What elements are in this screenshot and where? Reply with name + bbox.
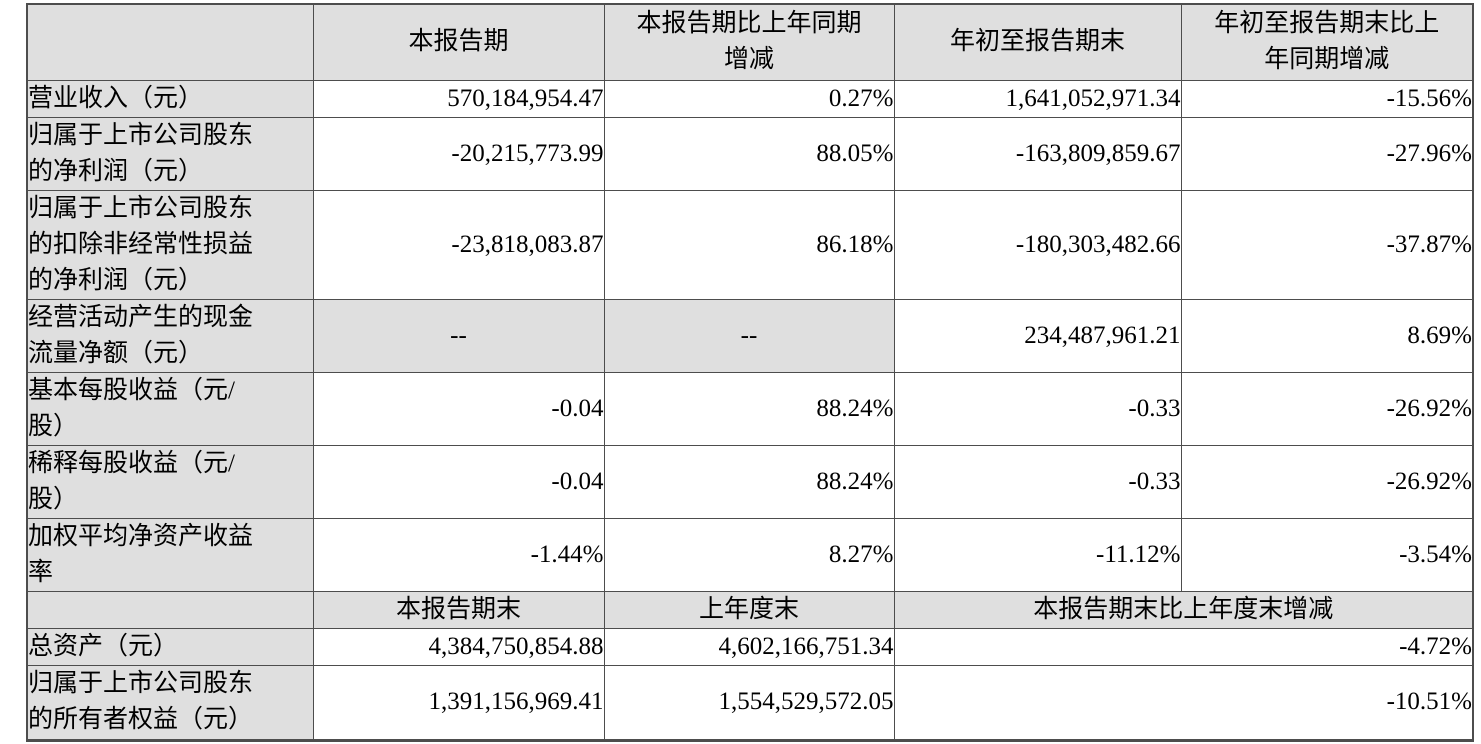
table-row-diluted-eps: 稀释每股收益（元/ 股） -0.04 88.24% -0.33 -26.92%: [26, 444, 1474, 519]
value-change: -4.72%: [893, 627, 1474, 666]
header-current-period-yoy: 本报告期比上年同期 增减: [603, 3, 895, 81]
value-ytd-yoy: -37.87%: [1180, 189, 1474, 300]
value-period-end: 1,391,156,969.41: [312, 664, 605, 741]
header-row-period: 本报告期 本报告期比上年同期 增减 年初至报告期末 年初至报告期末比上 年同期增…: [26, 3, 1474, 81]
value-ytd: -163,809,859.67: [893, 116, 1182, 191]
table-row-equity-attributable: 归属于上市公司股东 的所有者权益（元） 1,391,156,969.41 1,5…: [26, 664, 1474, 741]
value-current: -1.44%: [312, 517, 605, 592]
table-row-net-profit-excl-nonrecurring: 归属于上市公司股东 的扣除非经常性损益 的净利润（元） -23,818,083.…: [26, 189, 1474, 300]
row-label: 归属于上市公司股东 的所有者权益（元）: [26, 664, 314, 741]
value-current-yoy-na: --: [603, 298, 895, 373]
value-current: -0.04: [312, 371, 605, 446]
header-ytd-yoy: 年初至报告期末比上 年同期增减: [1180, 3, 1474, 81]
row-label: 归属于上市公司股东 的净利润（元）: [26, 116, 314, 191]
value-ytd: -0.33: [893, 444, 1182, 519]
value-ytd-yoy: -15.56%: [1180, 79, 1474, 118]
value-prev-year-end: 1,554,529,572.05: [603, 664, 895, 741]
financial-summary-table: 本报告期 本报告期比上年同期 增减 年初至报告期末 年初至报告期末比上 年同期增…: [26, 3, 1474, 742]
value-ytd: 234,487,961.21: [893, 298, 1182, 373]
value-period-end: 4,384,750,854.88: [312, 627, 605, 666]
header-row-period-end: 本报告期末 上年度末 本报告期末比上年度末增减: [26, 590, 1474, 629]
value-current-yoy: 8.27%: [603, 517, 895, 592]
value-ytd: -180,303,482.66: [893, 189, 1182, 300]
value-change: -10.51%: [893, 664, 1474, 741]
value-current-yoy: 86.18%: [603, 189, 895, 300]
value-ytd-yoy: -3.54%: [1180, 517, 1474, 592]
table-row-net-profit: 归属于上市公司股东 的净利润（元） -20,215,773.99 88.05% …: [26, 116, 1474, 191]
value-current: 570,184,954.47: [312, 79, 605, 118]
value-ytd: -11.12%: [893, 517, 1182, 592]
table-row-operating-cash-flow: 经营活动产生的现金 流量净额（元） -- -- 234,487,961.21 8…: [26, 298, 1474, 373]
value-current-yoy: 88.05%: [603, 116, 895, 191]
header-period-end-vs-prev: 本报告期末比上年度末增减: [893, 590, 1474, 629]
header-ytd: 年初至报告期末: [893, 3, 1182, 81]
value-current-yoy: 88.24%: [603, 444, 895, 519]
row-label: 稀释每股收益（元/ 股）: [26, 444, 314, 519]
value-ytd-yoy: 8.69%: [1180, 298, 1474, 373]
value-current: -23,818,083.87: [312, 189, 605, 300]
value-current-na: --: [312, 298, 605, 373]
value-ytd-yoy: -27.96%: [1180, 116, 1474, 191]
row-label: 总资产（元）: [26, 627, 314, 666]
row-label: 营业收入（元）: [26, 79, 314, 118]
row-label: 归属于上市公司股东 的扣除非经常性损益 的净利润（元）: [26, 189, 314, 300]
value-ytd-yoy: -26.92%: [1180, 444, 1474, 519]
header-prev-year-end: 上年度末: [603, 590, 895, 629]
row-label: 基本每股收益（元/ 股）: [26, 371, 314, 446]
table-row-weighted-avg-roe: 加权平均净资产收益 率 -1.44% 8.27% -11.12% -3.54%: [26, 517, 1474, 592]
value-ytd: 1,641,052,971.34: [893, 79, 1182, 118]
value-current-yoy: 0.27%: [603, 79, 895, 118]
row-label: 加权平均净资产收益 率: [26, 517, 314, 592]
header-corner-cell-2: [26, 590, 314, 629]
value-prev-year-end: 4,602,166,751.34: [603, 627, 895, 666]
table-row-basic-eps: 基本每股收益（元/ 股） -0.04 88.24% -0.33 -26.92%: [26, 371, 1474, 446]
value-current-yoy: 88.24%: [603, 371, 895, 446]
table-row-total-assets: 总资产（元） 4,384,750,854.88 4,602,166,751.34…: [26, 627, 1474, 666]
header-corner-cell: [26, 3, 314, 81]
value-ytd: -0.33: [893, 371, 1182, 446]
header-period-end: 本报告期末: [312, 590, 605, 629]
header-current-period: 本报告期: [312, 3, 605, 81]
value-ytd-yoy: -26.92%: [1180, 371, 1474, 446]
value-current: -20,215,773.99: [312, 116, 605, 191]
row-label: 经营活动产生的现金 流量净额（元）: [26, 298, 314, 373]
value-current: -0.04: [312, 444, 605, 519]
table-row-operating-revenue: 营业收入（元） 570,184,954.47 0.27% 1,641,052,9…: [26, 79, 1474, 118]
